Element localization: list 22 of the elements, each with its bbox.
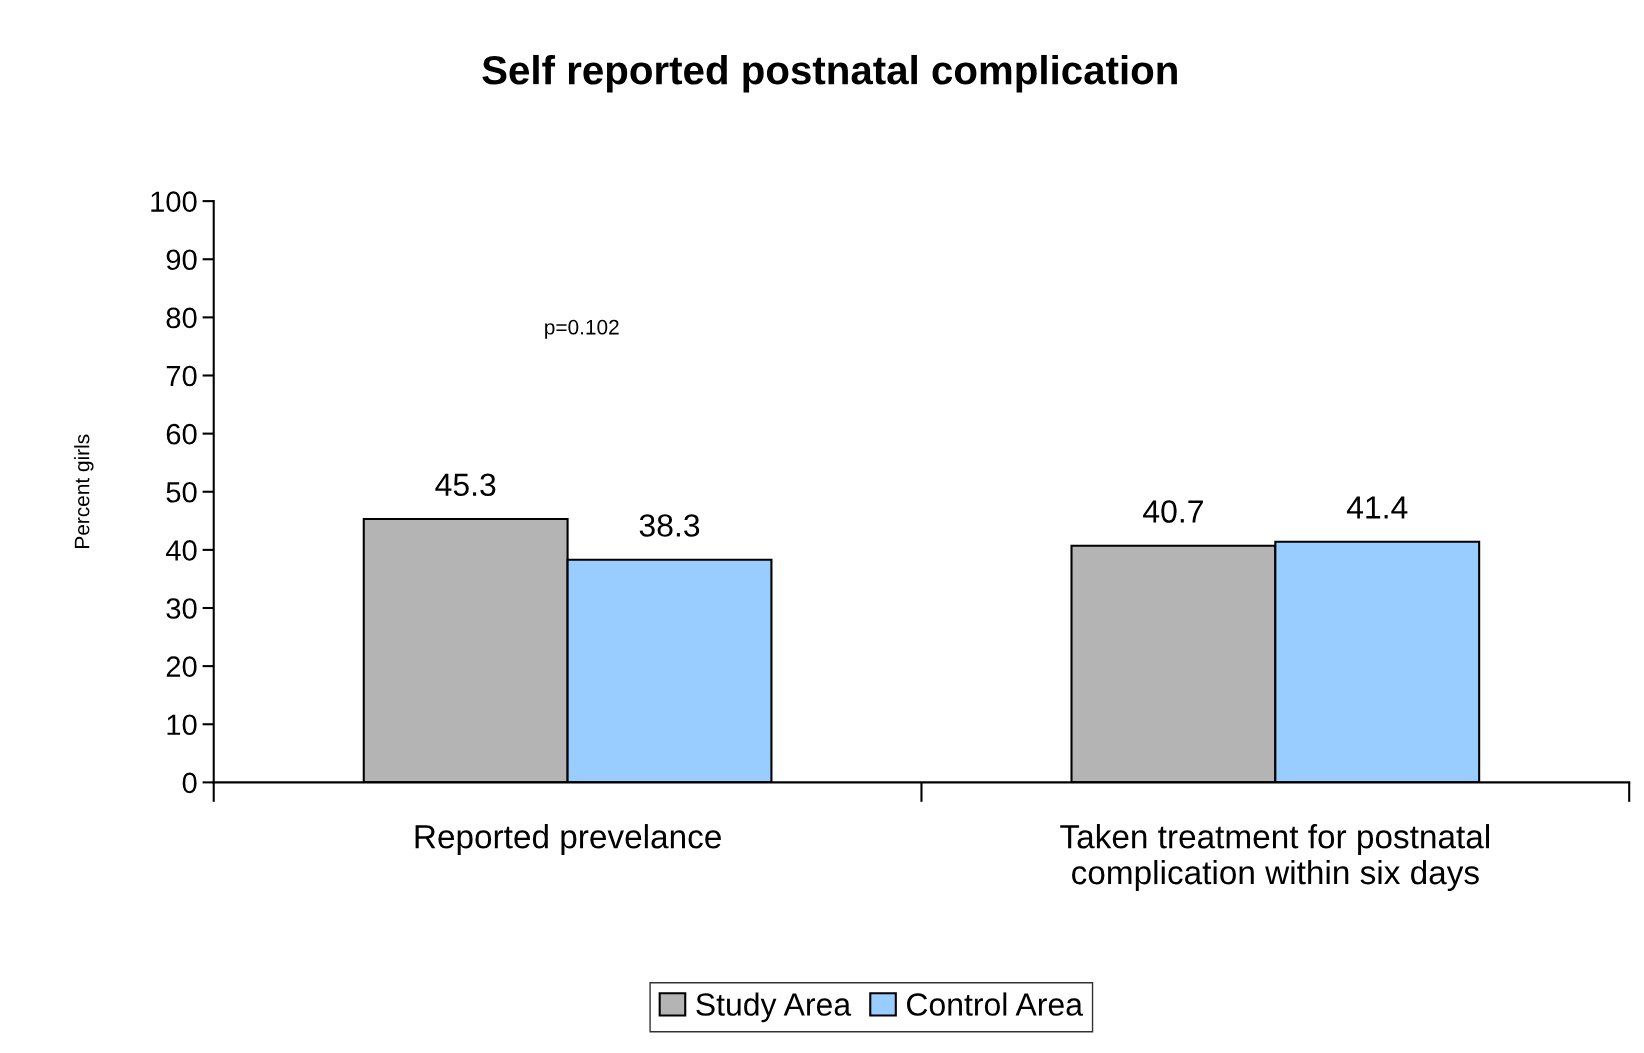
y-tick-label: 60 (166, 423, 197, 445)
data-label: 40.7 (1143, 500, 1203, 523)
legend-label: Control Area (907, 992, 1083, 1016)
chart-title: Self reported postnatal complication (482, 54, 1177, 93)
y-tick-label: 0 (182, 772, 197, 794)
y-tick-label: 10 (167, 714, 197, 736)
y-tick-label: 40 (165, 540, 197, 561)
data-label: 45.3 (435, 473, 496, 497)
y-tick-label: 100 (151, 191, 197, 212)
annotation: p=0.102 (545, 319, 619, 339)
data-label: 41.4 (1346, 496, 1408, 519)
y-tick-label: 70 (166, 365, 197, 387)
x-tick-label: Taken treatment for postnatal complication within six days (1060, 824, 1489, 892)
y-tick-label: 20 (166, 656, 197, 677)
y-tick-label: 50 (166, 481, 197, 503)
y-axis-title: Percent girls (74, 434, 94, 548)
x-tick-label: Reported prevelance (415, 824, 721, 856)
y-tick-label: 90 (166, 249, 197, 271)
y-tick-label: 80 (166, 307, 197, 329)
data-label: 38.3 (639, 514, 700, 537)
y-tick-label: 30 (166, 598, 197, 619)
legend-label: Study Area (696, 992, 852, 1023)
